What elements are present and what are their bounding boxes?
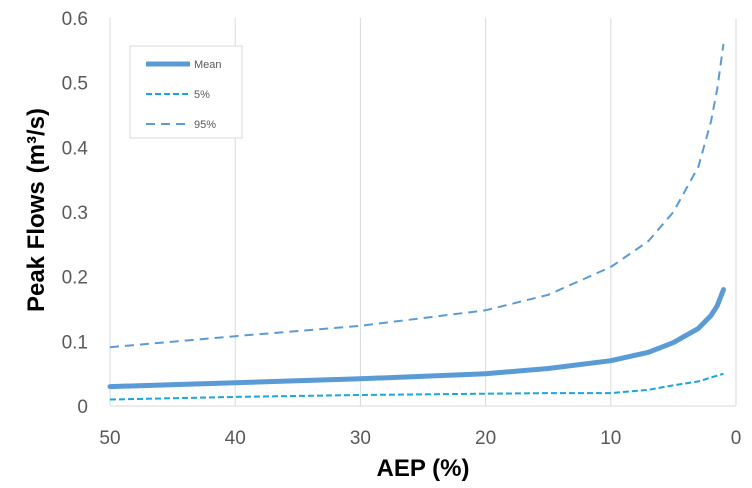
y-axis-title-unit: (m³/s) [23,108,50,173]
x-tick-label: 0 [731,428,742,449]
legend-entries: Mean 5% 95% [146,59,222,131]
series-layer [107,43,726,401]
x-tick-label: 10 [600,428,621,449]
y-tick-labels: 0 0.1 0.2 0.3 0.4 0.5 0.6 [62,9,89,418]
y-axis-title: Peak Flows (m³/s) [23,108,50,312]
x-axis-title: AEP (%) [377,455,470,482]
y-tick-label: 0.4 [62,138,89,159]
series-line-5pct [109,372,724,401]
legend-label: Mean [194,59,222,71]
y-tick-label: 0.5 [62,74,88,95]
legend-label: 95% [194,119,216,131]
legend-label: 5% [194,89,210,101]
x-tick-label: 30 [350,428,371,449]
x-tick-label: 50 [99,428,120,449]
x-tick-labels: 50 40 30 20 10 0 [99,428,741,449]
y-tick-label: 0.3 [62,203,88,224]
legend: Mean 5% 95% [129,45,243,139]
legend-box [129,45,243,139]
series-line-95pct [109,43,725,349]
y-tick-label: 0.1 [62,332,88,353]
y-axis-title-main: Peak Flows [23,181,50,312]
y-tick-label: 0.6 [62,9,88,30]
y-tick-label: 0 [77,397,88,418]
y-tick-label: 0.2 [62,268,88,289]
x-tick-label: 40 [225,428,246,449]
series-line-mean [107,287,726,390]
x-tick-label: 20 [475,428,496,449]
